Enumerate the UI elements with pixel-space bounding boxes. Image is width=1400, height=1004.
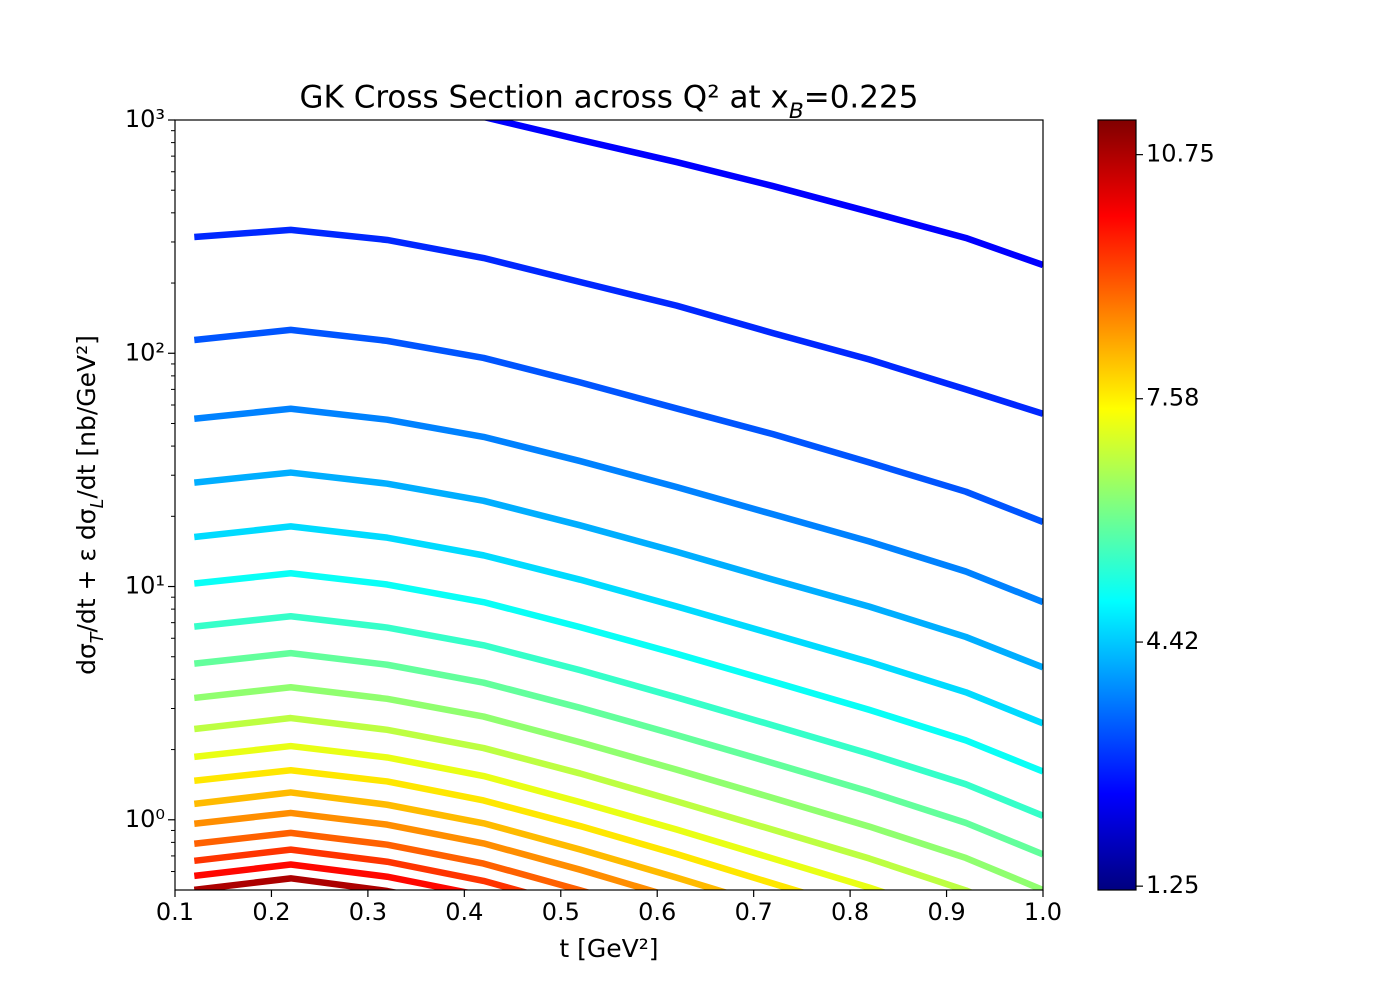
x-tick-label: 0.7 [735,898,773,926]
colorbar-tick-label: 4.42 [1146,627,1199,655]
x-axis-label: t [GeV²] [559,934,658,963]
colorbar [1097,119,1137,891]
x-tick-label: 1.0 [1024,898,1062,926]
plot-lines [193,120,1043,890]
data-line [193,789,729,890]
colorbar-tick-label: 1.25 [1146,871,1199,899]
data-line [193,523,1043,727]
y-tick-label: 10² [125,338,165,366]
x-tick-label: 0.2 [252,898,290,926]
colorbar-tick-label: 7.58 [1146,384,1199,412]
colorbar-tick-label: 10.75 [1146,140,1215,168]
y-tick-label: 10¹ [125,572,165,600]
x-tick-label: 0.8 [831,898,869,926]
data-line [193,742,887,890]
x-tick-label: 0.1 [156,898,194,926]
x-tick-label: 0.9 [927,898,965,926]
data-line [193,829,591,890]
data-line [193,767,806,890]
data-line [193,875,399,890]
x-tick-label: 0.3 [349,898,387,926]
x-tick-label: 0.6 [638,898,676,926]
x-tick-label: 0.4 [445,898,483,926]
plot-frame [174,119,1044,891]
data-line [193,809,661,890]
data-line [193,405,1043,606]
data-line [193,846,529,890]
data-line [193,714,974,890]
data-line [193,570,1043,775]
data-line [193,861,471,890]
data-line [193,326,1043,526]
data-line [193,649,1043,858]
y-tick-label: 10³ [125,105,165,133]
data-line [193,683,1043,890]
data-line [481,120,1043,269]
x-tick-label: 0.5 [542,898,580,926]
y-tick-label: 10⁰ [125,805,165,833]
data-line [194,226,1043,417]
data-line [193,612,1043,819]
data-line [193,469,1043,671]
